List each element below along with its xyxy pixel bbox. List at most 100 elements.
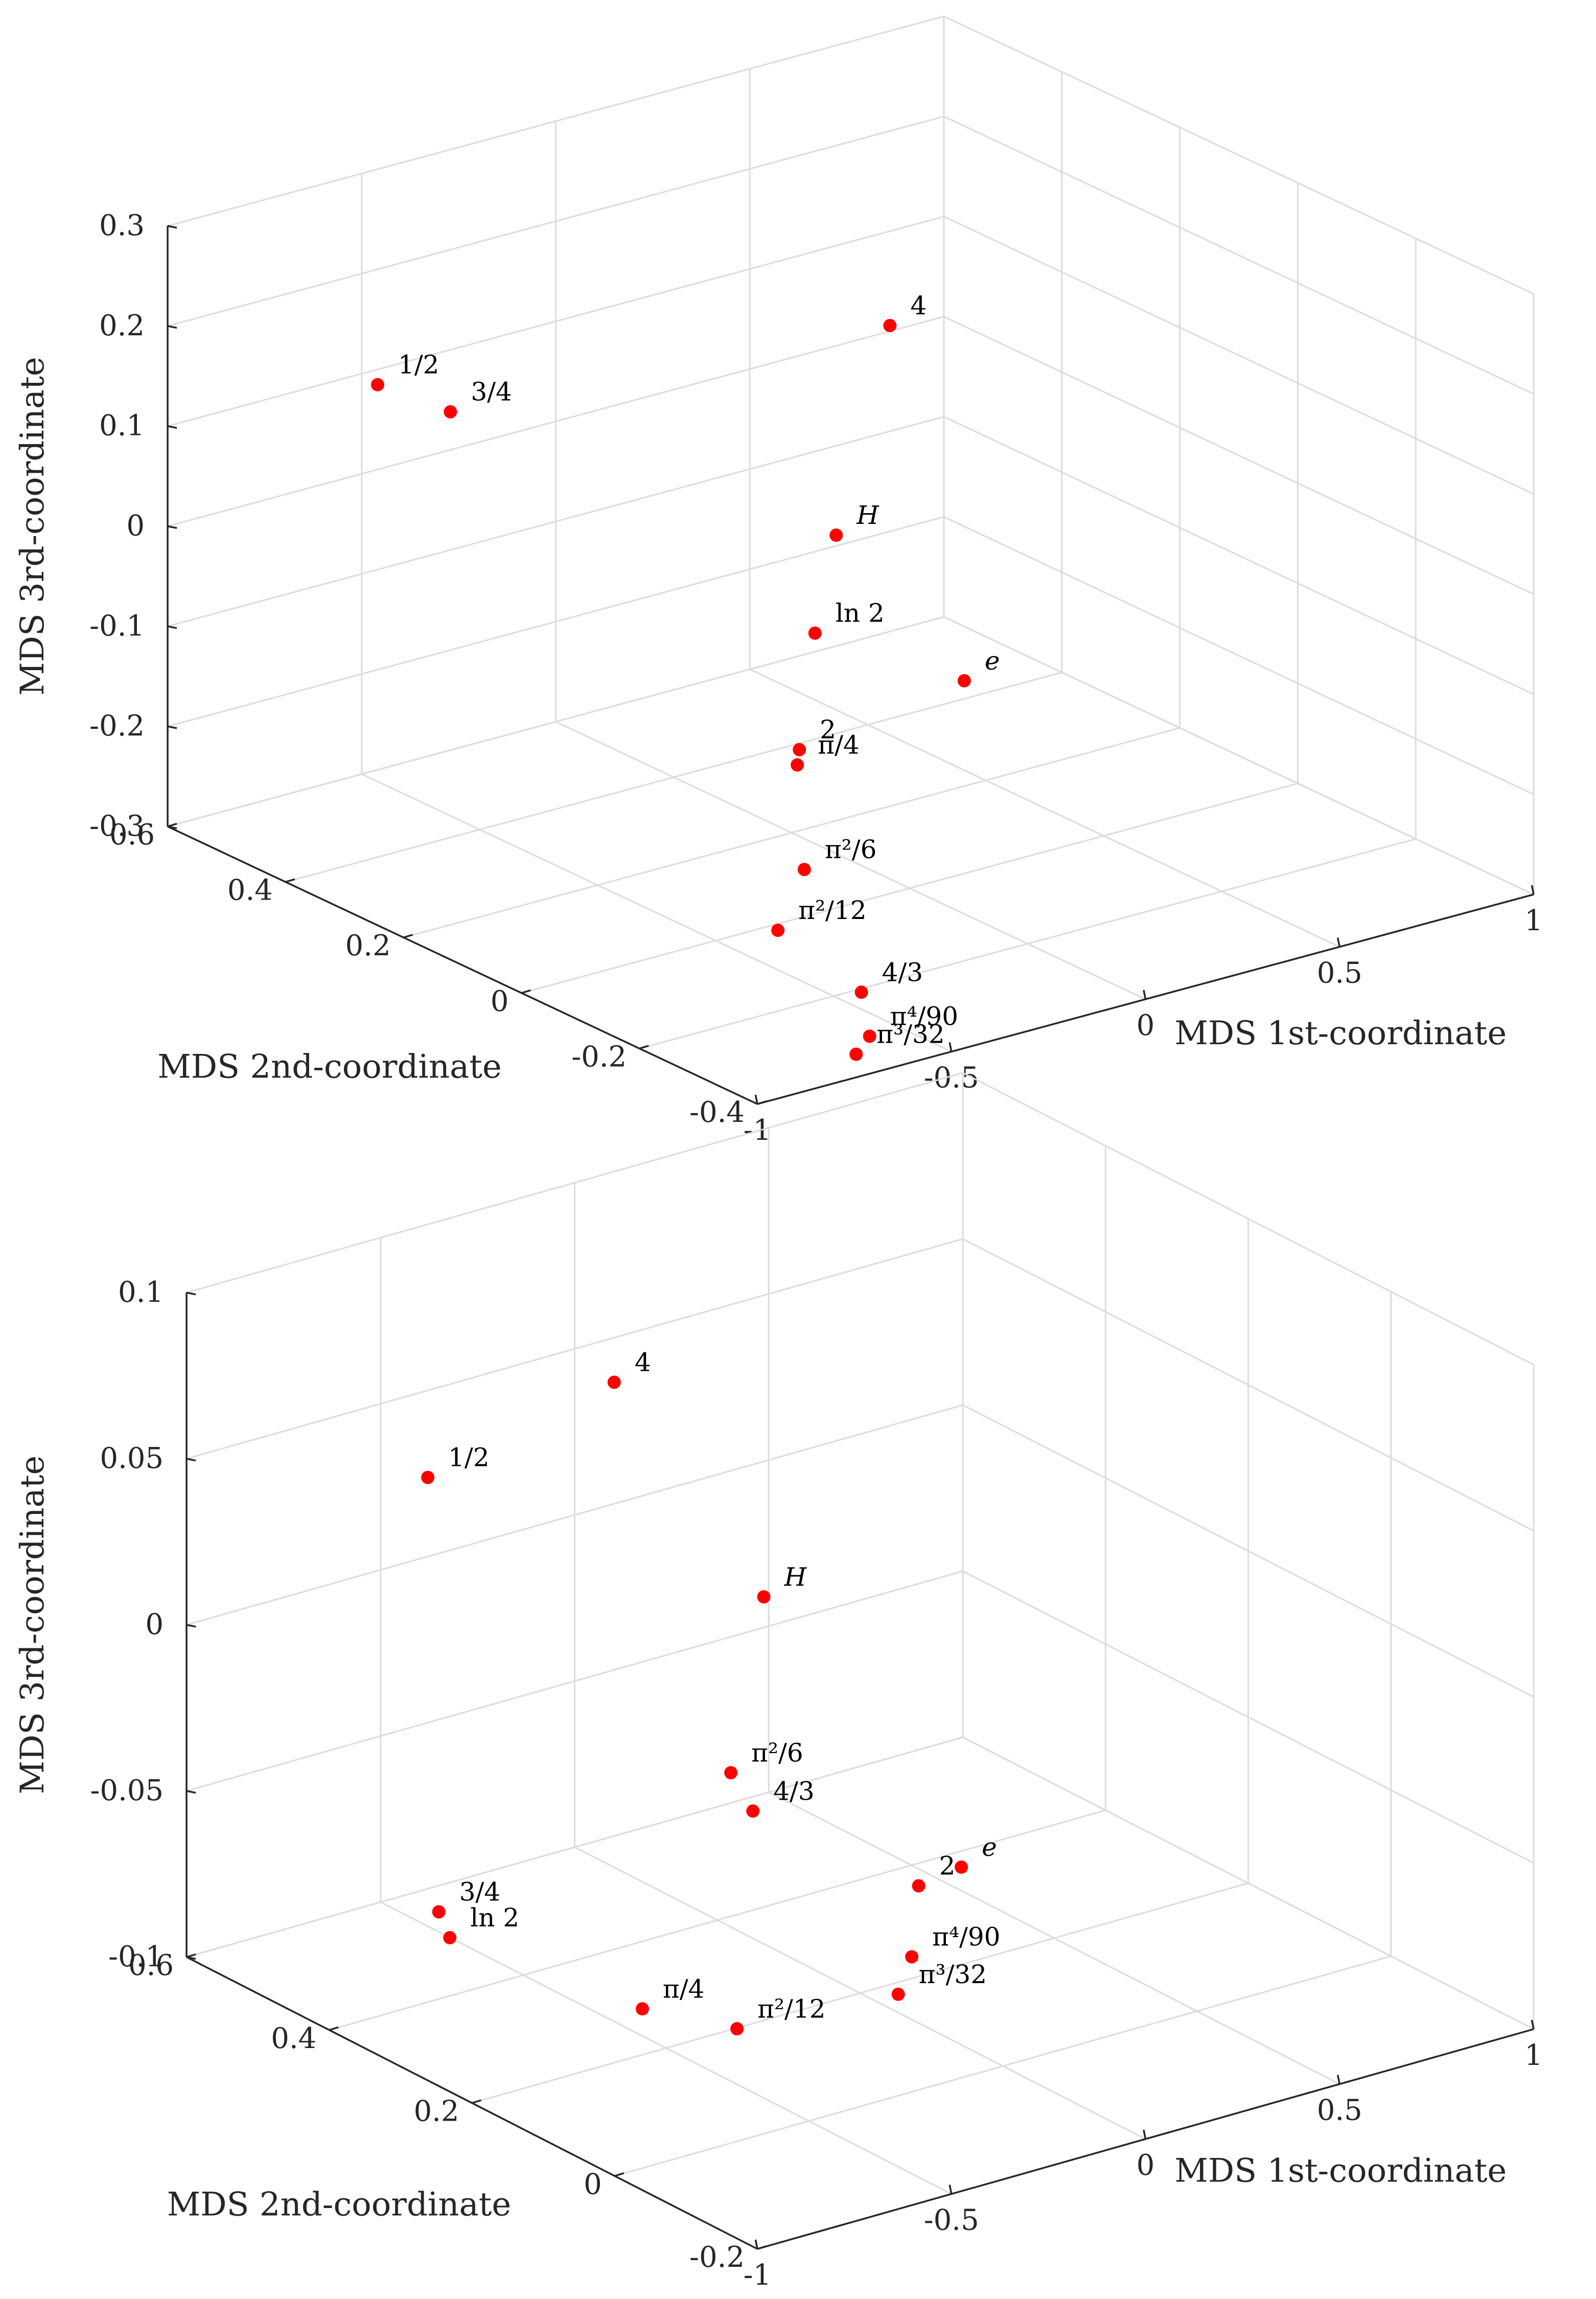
point-label: 3/4 [459,1877,500,1907]
z-tick-label: -0.1 [108,1940,164,1973]
floor-gridline [472,1882,1248,2104]
point-label: 1/2 [448,1443,489,1473]
point-label: 2 [939,1851,956,1881]
data-point [635,2002,649,2016]
z-tick-mark [167,225,177,229]
y-tick-label: 0.2 [345,929,391,962]
data-point [854,985,868,999]
z-axis-label: MDS 3rd-coordinate [14,1456,52,1795]
z-tick-label: -0.05 [90,1774,164,1807]
y-tick-mark [614,2172,624,2177]
point-label: π³/32 [876,1020,944,1049]
wall-gridline [962,1238,1534,1532]
x-tick-label: 0 [1137,2149,1155,2182]
z-tick-mark [167,825,177,830]
point-label: π²/6 [825,835,877,864]
z-tick-mark [186,1790,196,1794]
chart-bottom: -1 -0.5 0 0.5 1 -0.2 0 0.2 0.4 0.6-0.1 -0.05 0 0.05 0… [14,1072,1543,2292]
wall-gridline [167,416,944,627]
y-tick-label: 0 [491,985,509,1018]
y-tick-mark [521,989,531,994]
point-label: π³/32 [919,1960,987,1989]
point-label: ln 2 [470,1903,519,1933]
point-label: e [982,1832,997,1862]
y-tick-label: -0.2 [689,2241,745,2274]
x-tick-label: -0.5 [924,1062,979,1095]
y-tick-mark [403,934,413,938]
wall-gridline [962,1570,1534,1864]
x-tick-label: 1 [1524,2039,1543,2072]
wall-gridline [943,15,1534,295]
floor-gridline [521,783,1298,994]
data-point [791,758,804,772]
point-label: π/4 [818,730,860,760]
y-tick-mark [639,1045,649,1050]
z-tick-label: 0.1 [99,409,145,443]
data-point [829,528,843,542]
z-tick-mark [167,525,177,529]
x-tick-mark [949,1042,953,1052]
z-tick-label: 0.2 [99,309,145,342]
x-tick-label: 0.5 [1317,2094,1362,2127]
wall-gridline [962,1072,1534,1366]
wall-gridline [167,216,944,427]
data-point [957,674,971,687]
point-label: π²/12 [757,1994,825,2024]
wall-gridline [962,1404,1534,1698]
wall-gridline [943,116,1534,395]
point-label: ln 2 [836,599,885,628]
y-tick-mark [757,1100,767,1105]
y-tick-label: -0.2 [571,1040,627,1073]
y-tick-label: 0.6 [128,1949,174,1982]
point-label: 4 [910,291,927,320]
data-point [607,1375,621,1389]
z-tick-mark [167,325,177,329]
wall-gridline [186,1238,963,1460]
floor-gridline [285,672,1062,883]
floor-gridline [361,773,952,1052]
grid-lines [186,1072,1535,2250]
y-tick-mark [757,2245,767,2250]
z-tick-label: 0.3 [99,209,145,242]
data-point [432,1905,446,1919]
chart-top: -1-0.500.51-0.4-0.200.20.40.6-0.3-0.2-0.… [14,15,1543,1147]
point-label: 1/2 [398,350,439,380]
data-point [793,743,806,756]
data-point [891,1987,905,2001]
z-tick-mark [186,1956,196,1960]
z-tick-label: -0.1 [89,609,145,642]
wall-gridline [943,216,1534,495]
point-label: 4/3 [773,1776,814,1806]
z-tick-mark [167,625,177,629]
data-point [771,924,785,937]
point-label: 3/4 [471,377,512,407]
data-point [724,1766,738,1780]
data-point [371,378,384,392]
z-tick-label: -0.3 [89,810,145,843]
point-label: 2 [820,715,836,745]
y-tick-label: 0 [584,2168,602,2201]
data-point [443,1931,457,1945]
z-tick-label: 0.1 [118,1276,164,1309]
axes: -1 -0.5 0 0.5 1 -0.2 0 0.2 0.4 0.6-0.1 -0.05 0 0.05 0… [14,1276,1543,2292]
wall-gridline [167,316,944,527]
y-axis-label: MDS 2nd-coordinate [157,1048,501,1086]
wall-gridline [186,1570,963,1792]
z-tick-label: -0.2 [89,709,145,743]
x-tick-mark [1143,2129,1147,2140]
axes: -1-0.500.51-0.4-0.200.20.40.6-0.3-0.2-0.… [14,209,1543,1147]
wall-gridline [943,516,1534,795]
wall-gridline [186,1736,963,1958]
y-axis-line [167,825,758,1105]
y-tick-mark [329,2026,339,2031]
floor-gridline [403,727,1180,938]
y-tick-label: 0.2 [413,2095,459,2128]
x-tick-mark [949,2185,953,2194]
floor-gridline [639,838,1416,1049]
point-label: e [985,646,1000,676]
y-tick-mark [285,878,295,883]
x-tick-label: 0 [1137,1009,1155,1042]
point-label: 4 [635,1347,651,1377]
floor-gridline [555,721,1146,1000]
